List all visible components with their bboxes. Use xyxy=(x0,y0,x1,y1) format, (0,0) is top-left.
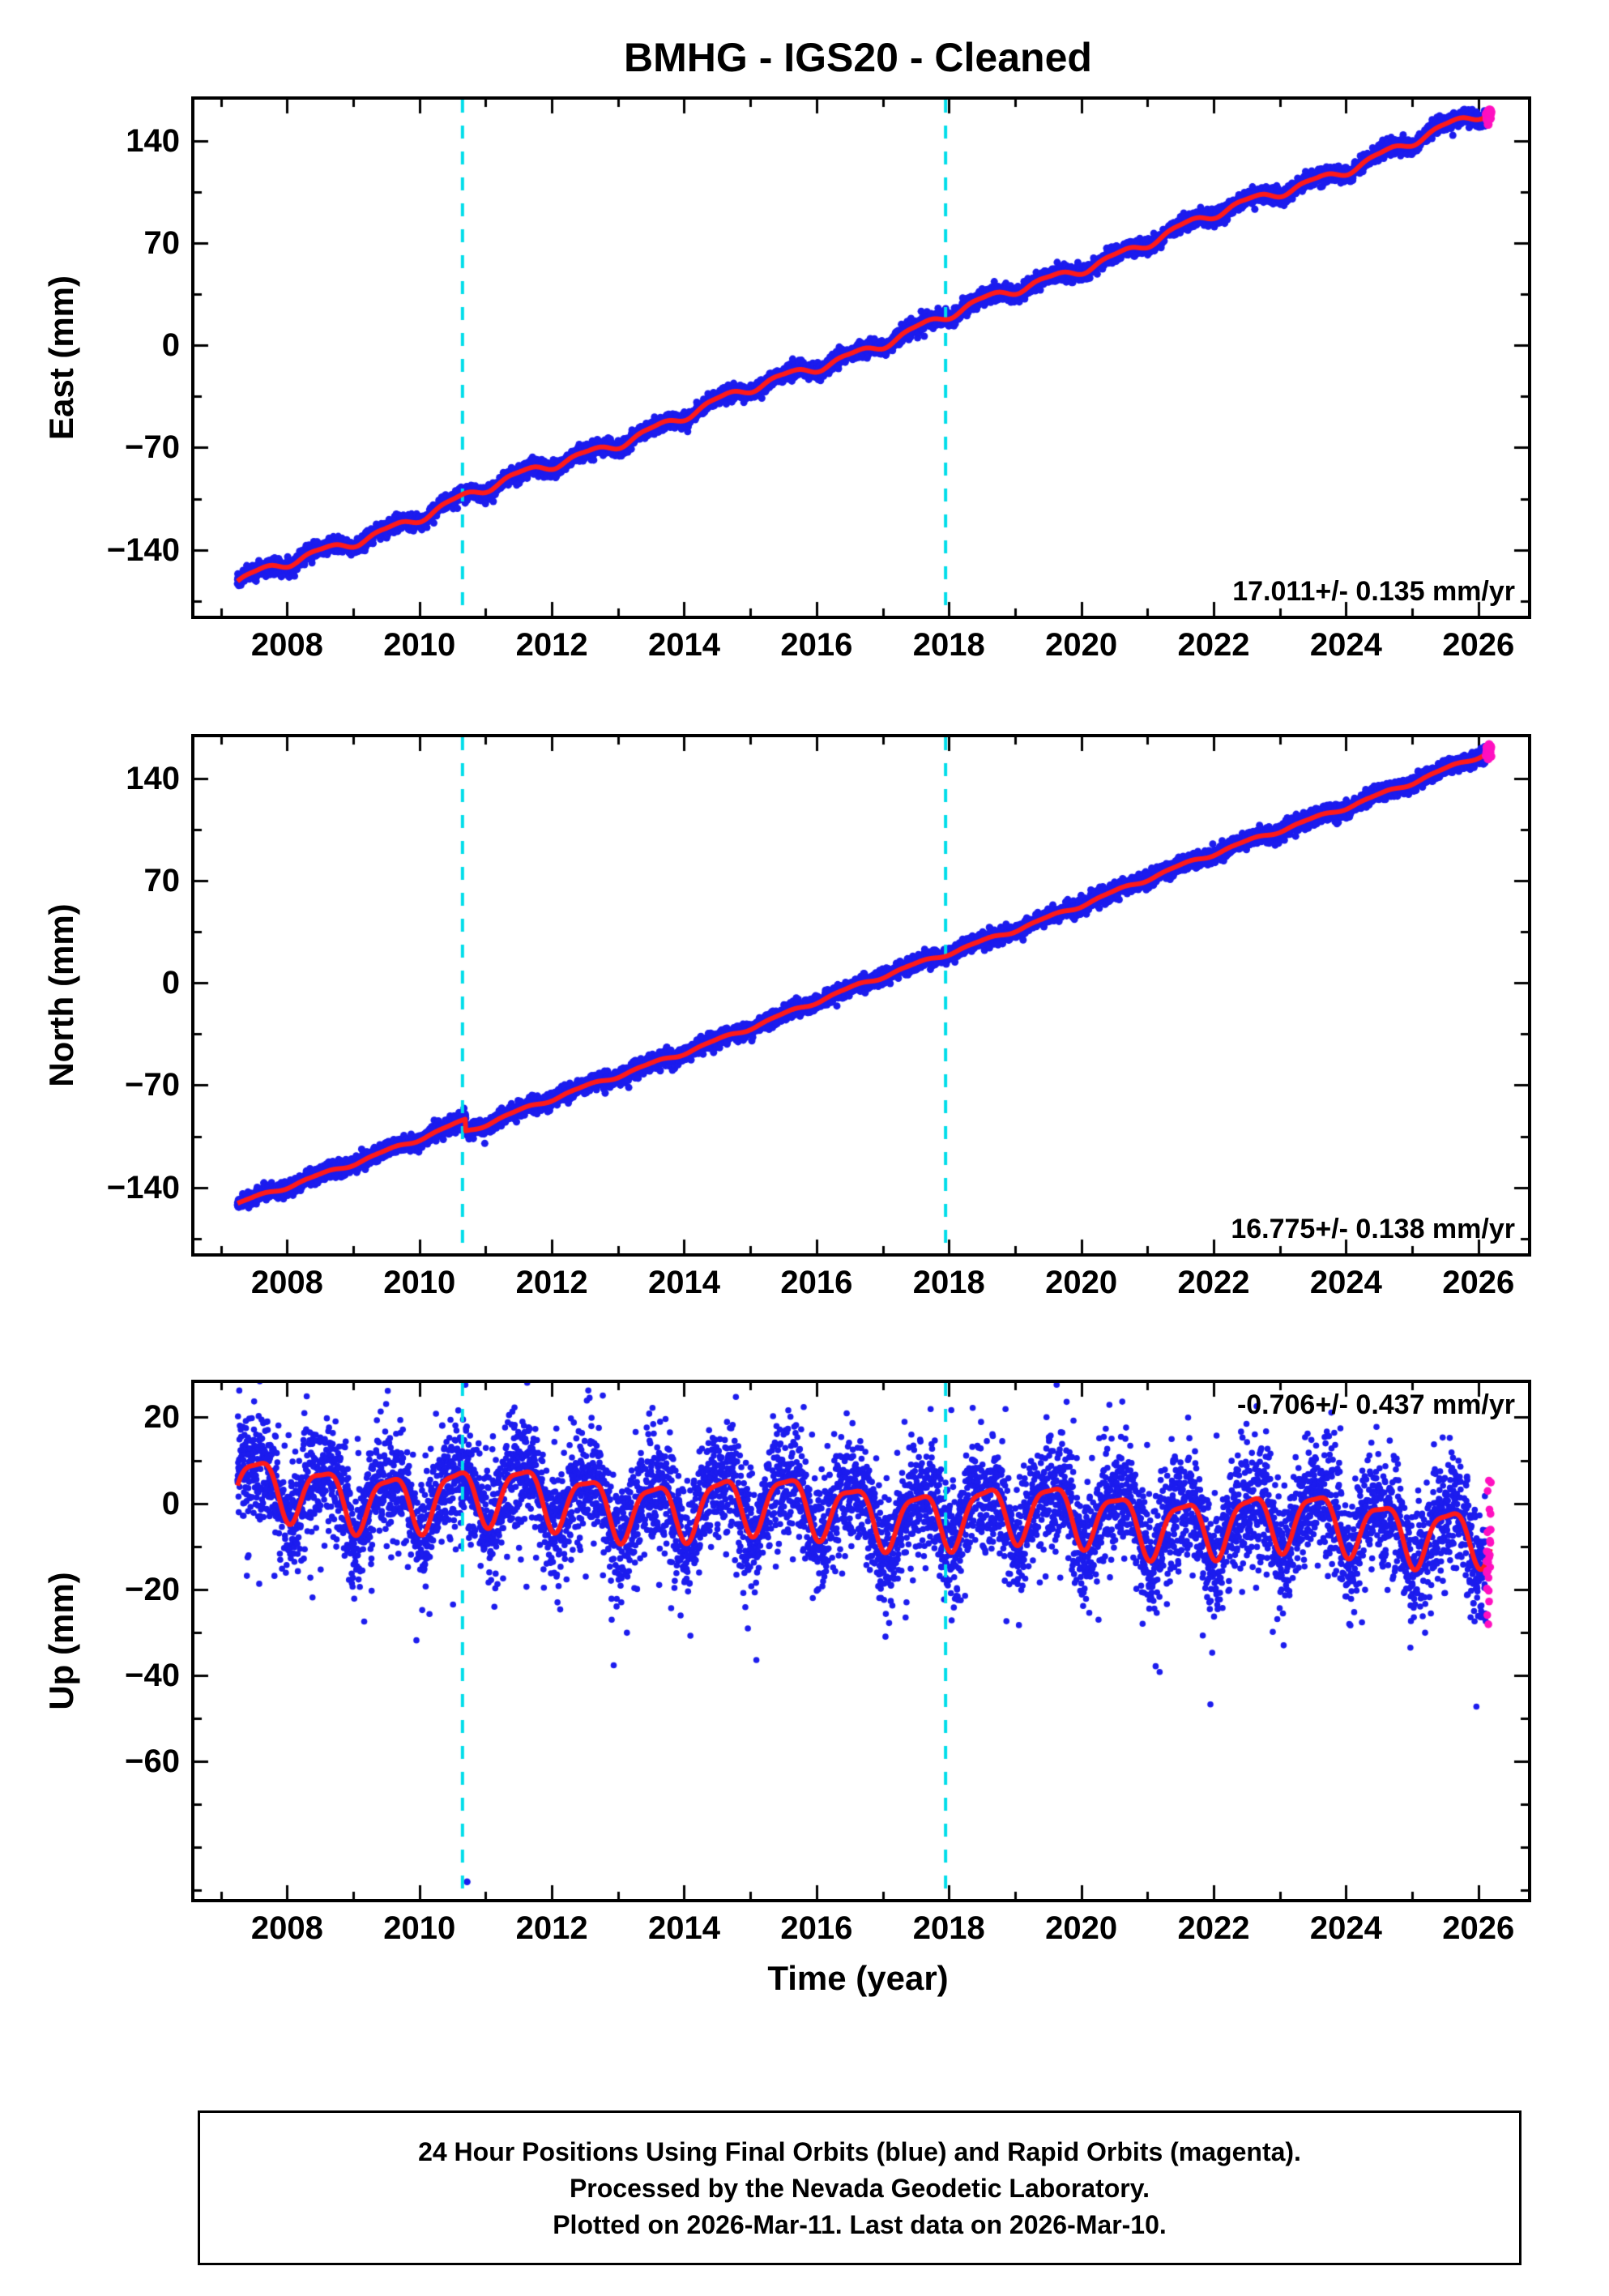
x-tick-label: 2014 xyxy=(647,1265,720,1300)
x-tick-label: 2026 xyxy=(1442,1265,1515,1300)
x-tick-label: 2022 xyxy=(1177,627,1250,663)
page-title: BMHG - IGS20 - Cleaned xyxy=(624,35,1092,80)
x-tick-label: 2014 xyxy=(647,1910,720,1946)
x-tick-label: 2012 xyxy=(515,1910,588,1946)
y-tick-label: −140 xyxy=(106,1169,180,1206)
x-tick-label: 2020 xyxy=(1045,1910,1118,1946)
caption-line: Plotted on 2026-Mar-11. Last data on 202… xyxy=(553,2210,1167,2239)
up-axis-label: Up (mm) xyxy=(42,1572,80,1710)
y-tick-label: −40 xyxy=(125,1657,180,1693)
x-tick-label: 2012 xyxy=(515,1265,588,1300)
x-tick-label: 2026 xyxy=(1442,1910,1515,1946)
up-plot-canvas xyxy=(194,1383,1528,1899)
x-tick-label: 2022 xyxy=(1177,1910,1250,1946)
y-tick-label: 0 xyxy=(161,1485,180,1521)
up-panel: -0.706+/- 0.437 mm/yr xyxy=(191,1380,1531,1902)
x-tick-label: 2008 xyxy=(250,1910,323,1946)
y-tick-label: −60 xyxy=(125,1743,180,1780)
north-rate-label: 16.775+/- 0.138 mm/yr xyxy=(1231,1214,1515,1244)
x-tick-label: 2008 xyxy=(250,1265,323,1300)
north-panel: 16.775+/- 0.138 mm/yr xyxy=(191,734,1531,1257)
y-tick-label: 20 xyxy=(143,1399,181,1436)
x-tick-label: 2018 xyxy=(912,1910,985,1946)
x-tick-label: 2022 xyxy=(1177,1265,1250,1300)
x-tick-label: 2008 xyxy=(250,627,323,663)
y-tick-label: −70 xyxy=(125,429,180,466)
caption-line: Processed by the Nevada Geodetic Laborat… xyxy=(569,2174,1150,2203)
y-tick-label: 0 xyxy=(161,327,180,364)
y-tick-label: 70 xyxy=(143,224,181,261)
x-tick-label: 2020 xyxy=(1045,627,1118,663)
x-tick-label: 2010 xyxy=(383,627,456,663)
x-tick-label: 2016 xyxy=(780,1265,853,1300)
east-panel: 17.011+/- 0.135 mm/yr xyxy=(191,96,1531,619)
up-rate-label: -0.706+/- 0.437 mm/yr xyxy=(1236,1389,1515,1420)
y-tick-label: −20 xyxy=(125,1571,180,1607)
y-tick-label: −140 xyxy=(106,531,180,568)
x-tick-label: 2010 xyxy=(383,1910,456,1946)
x-tick-label: 2016 xyxy=(780,1910,853,1946)
caption-line: 24 Hour Positions Using Final Orbits (bl… xyxy=(418,2137,1301,2166)
caption-box: 24 Hour Positions Using Final Orbits (bl… xyxy=(198,2110,1522,2265)
x-tick-label: 2016 xyxy=(780,627,853,663)
y-tick-label: 70 xyxy=(143,862,181,898)
x-axis-label: Time (year) xyxy=(767,1959,949,1997)
x-tick-label: 2026 xyxy=(1442,627,1515,663)
north-plot-canvas xyxy=(194,737,1528,1253)
x-tick-label: 2024 xyxy=(1309,627,1382,663)
x-tick-label: 2024 xyxy=(1309,1910,1382,1946)
x-tick-label: 2024 xyxy=(1309,1265,1382,1300)
y-tick-label: 0 xyxy=(161,965,180,1001)
east-plot-canvas xyxy=(194,100,1528,616)
x-tick-label: 2012 xyxy=(515,627,588,663)
x-tick-label: 2020 xyxy=(1045,1265,1118,1300)
east-rate-label: 17.011+/- 0.135 mm/yr xyxy=(1232,576,1515,607)
x-tick-label: 2014 xyxy=(647,627,720,663)
y-tick-label: −70 xyxy=(125,1067,180,1103)
y-tick-label: 140 xyxy=(126,760,180,796)
x-tick-label: 2010 xyxy=(383,1265,456,1300)
x-tick-label: 2018 xyxy=(912,1265,985,1300)
x-tick-label: 2018 xyxy=(912,627,985,663)
y-tick-label: 140 xyxy=(126,122,180,159)
